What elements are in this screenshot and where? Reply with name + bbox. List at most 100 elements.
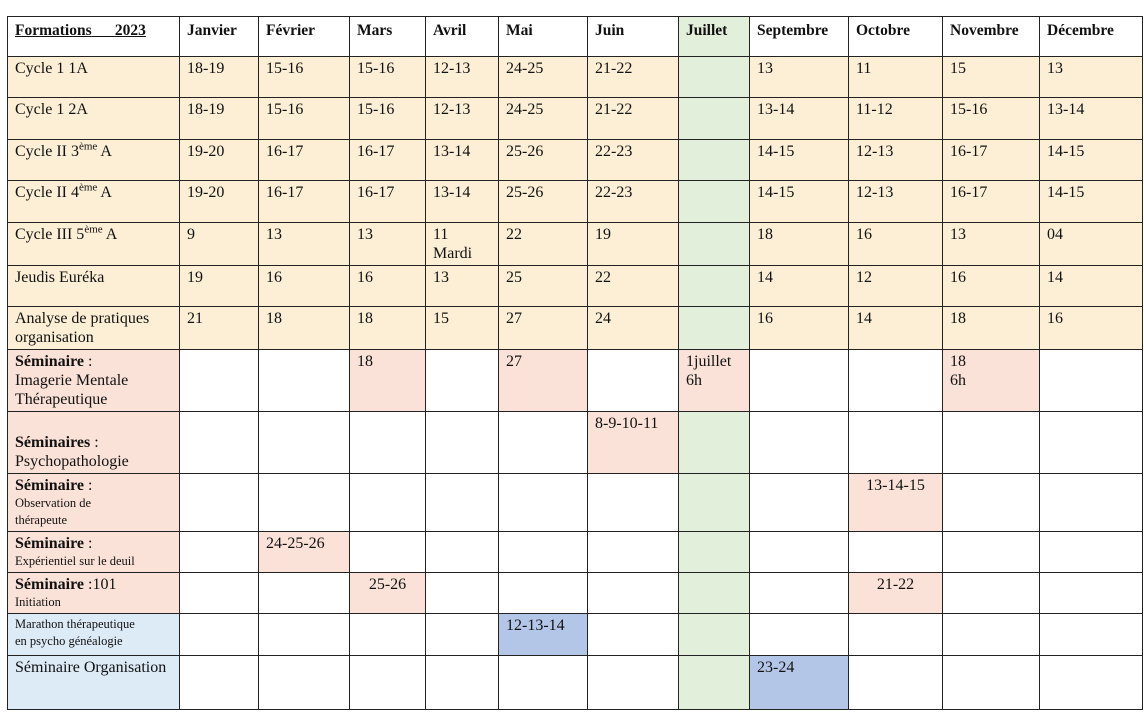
table-row: Cycle III 5ème A 9 13 13 11 Mardi 22 19 1…	[7, 222, 1143, 266]
date-cell: 13-14	[425, 139, 499, 181]
date-cell: 16	[749, 306, 849, 350]
juillet-cell	[678, 613, 750, 656]
empty-cell	[848, 655, 943, 710]
date-cell: 19-20	[179, 180, 259, 223]
date-cell: 14	[1039, 265, 1143, 307]
empty-cell	[349, 531, 426, 573]
row-label: Séminaire Organisation	[7, 655, 180, 710]
date-cell: 13	[1039, 56, 1143, 98]
row-label: Séminaire : Imagerie Mentale Thérapeutique	[7, 349, 180, 412]
juillet-cell	[678, 655, 750, 710]
date-cell: 16-17	[349, 139, 426, 181]
date-cell: 18-19	[179, 97, 259, 140]
month-header: Février	[258, 16, 350, 57]
empty-cell	[587, 613, 679, 656]
date-cell: 12-13	[425, 56, 499, 98]
month-header: Mars	[349, 16, 426, 57]
empty-cell	[1039, 655, 1143, 710]
empty-cell	[498, 572, 588, 614]
juillet-cell	[678, 97, 750, 140]
date-cell: 25	[498, 265, 588, 307]
juillet-cell	[678, 180, 750, 223]
empty-cell	[349, 473, 426, 532]
juillet-cell: 1juillet 6h	[678, 349, 750, 412]
table-row: Séminaire Organisation 23-24	[7, 655, 1143, 710]
empty-cell	[1039, 613, 1143, 656]
month-header: Juin	[587, 16, 679, 57]
empty-cell	[848, 531, 943, 573]
date-cell: 19	[587, 222, 679, 266]
title-text: Formations	[15, 22, 92, 39]
date-cell: 15	[425, 306, 499, 350]
header-row: Formations 2023 Janvier Février Mars Avr…	[7, 16, 1143, 57]
row-label: Cycle III 5ème A	[7, 222, 180, 266]
date-cell: 18	[258, 306, 350, 350]
date-cell: 24-25-26	[258, 531, 350, 573]
date-cell: 15-16	[258, 56, 350, 98]
date-cell: 14	[848, 306, 943, 350]
date-cell: 13-14	[1039, 97, 1143, 140]
empty-cell	[749, 531, 849, 573]
row-label: Marathon thérapeutique en psycho généalog…	[7, 613, 180, 656]
date-cell: 04	[1039, 222, 1143, 266]
empty-cell	[179, 473, 259, 532]
empty-cell	[425, 531, 499, 573]
table-row: Séminaire : Expérientiel sur le deuil 24-…	[7, 531, 1143, 573]
date-cell: 18	[349, 349, 426, 412]
date-cell: 14-15	[1039, 180, 1143, 223]
empty-cell	[425, 349, 499, 412]
table-row: Cycle II 3ème A 19-20 16-17 16-17 13-14 …	[7, 139, 1143, 181]
empty-cell	[258, 572, 350, 614]
row-label: Séminaires : Psychopathologie	[7, 411, 180, 474]
date-cell: 22	[587, 265, 679, 307]
date-cell: 18 6h	[942, 349, 1040, 412]
empty-cell	[1039, 473, 1143, 532]
row-label: Cycle II 3ème A	[7, 139, 180, 181]
date-cell: 25-26	[349, 572, 426, 614]
empty-cell	[587, 349, 679, 412]
juillet-cell	[678, 56, 750, 98]
empty-cell	[349, 655, 426, 710]
date-cell: 21-22	[587, 97, 679, 140]
date-cell: 13-14-15	[848, 473, 943, 532]
empty-cell	[749, 613, 849, 656]
empty-cell	[179, 411, 259, 474]
empty-cell	[498, 473, 588, 532]
juillet-cell	[678, 265, 750, 307]
row-label: Cycle 1 2A	[7, 97, 180, 140]
juillet-cell	[678, 306, 750, 350]
row-label: Cycle 1 1A	[7, 56, 180, 98]
date-cell: 24-25	[498, 56, 588, 98]
table-row: Séminaire :101 Initiation 25-26 21-22	[7, 572, 1143, 614]
date-cell: 24	[587, 306, 679, 350]
empty-cell	[848, 349, 943, 412]
empty-cell	[587, 531, 679, 573]
juillet-cell	[678, 572, 750, 614]
empty-cell	[258, 655, 350, 710]
empty-cell	[942, 473, 1040, 532]
juillet-cell	[678, 222, 750, 266]
empty-cell	[498, 411, 588, 474]
date-cell: 13	[942, 222, 1040, 266]
date-cell: 27	[498, 306, 588, 350]
empty-cell	[425, 572, 499, 614]
empty-cell	[425, 655, 499, 710]
date-cell: 13	[749, 56, 849, 98]
empty-cell	[258, 411, 350, 474]
empty-cell	[179, 349, 259, 412]
empty-cell	[1039, 349, 1143, 412]
empty-cell	[749, 349, 849, 412]
table-row: Cycle 1 1A 18-19 15-16 15-16 12-13 24-25…	[7, 56, 1143, 98]
table-row: Marathon thérapeutique en psycho généalog…	[7, 613, 1143, 656]
date-cell: 12-13-14	[498, 613, 588, 656]
date-cell: 12-13	[848, 180, 943, 223]
month-header-juillet: Juillet	[678, 16, 750, 57]
row-label: Cycle II 4ème A	[7, 180, 180, 223]
date-cell: 21	[179, 306, 259, 350]
juillet-cell	[678, 411, 750, 474]
date-cell: 14-15	[1039, 139, 1143, 181]
date-cell: 21-22	[848, 572, 943, 614]
date-cell: 22	[498, 222, 588, 266]
month-header: Novembre	[942, 16, 1040, 57]
date-cell: 13	[425, 265, 499, 307]
